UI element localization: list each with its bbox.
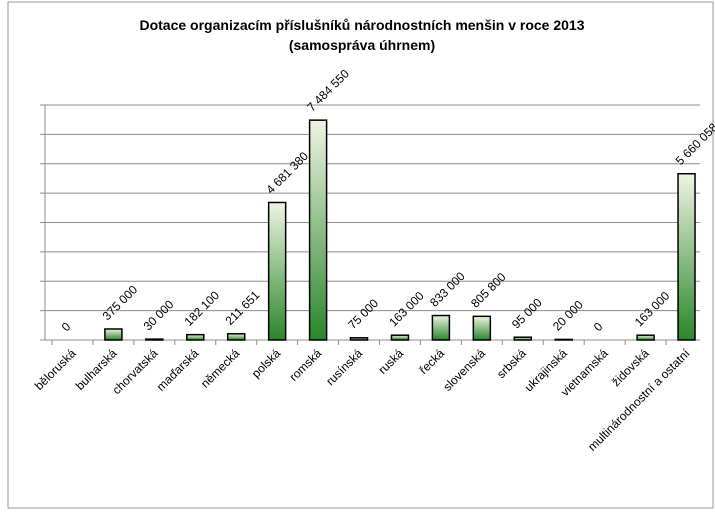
value-label: 7 484 550 (304, 66, 352, 114)
bar (390, 334, 410, 341)
bar (186, 333, 205, 341)
x-tick-label: slovenská (440, 346, 488, 394)
bar (513, 336, 533, 341)
value-label: 805 800 (468, 270, 509, 311)
bar (636, 334, 655, 341)
chart-border (7, 1, 714, 509)
bar (308, 119, 328, 341)
value-label: 95 000 (509, 295, 545, 331)
x-tick-label: německá (198, 346, 243, 391)
bar (431, 314, 451, 341)
value-label: 833 000 (427, 269, 468, 310)
x-tick-label: běloruská (32, 346, 79, 393)
chart-title: Dotace organizacím příslušníků národnost… (139, 17, 584, 33)
value-label: 163 000 (632, 289, 673, 330)
x-tick-label: řecká (416, 346, 447, 377)
value-label: 30 000 (141, 297, 177, 333)
value-label: 0 (591, 319, 606, 334)
x-tick-label: srbská (494, 346, 529, 381)
value-label: 75 000 (345, 296, 381, 332)
bar (226, 333, 246, 341)
bar (145, 338, 164, 341)
x-tick-label: maďarská (154, 346, 202, 394)
bar (349, 337, 369, 341)
value-label: 4 681 380 (263, 149, 311, 197)
value-label: 163 000 (386, 289, 427, 330)
value-label: 5 660 058 (673, 120, 715, 168)
bar (267, 201, 287, 341)
x-tick-label: rusínská (323, 346, 365, 388)
value-label: 20 000 (550, 297, 586, 333)
chart-subtitle: (samospráva úhrnem) (289, 37, 435, 53)
x-tick-label: romská (286, 346, 324, 384)
value-label: 0 (59, 319, 74, 334)
bar (554, 338, 573, 341)
x-tick-label: ruská (375, 346, 406, 377)
bar (472, 315, 492, 341)
bar (677, 172, 696, 341)
x-tick-label: chorvatská (110, 346, 161, 397)
value-label: 375 000 (100, 282, 141, 323)
bar (104, 328, 123, 341)
x-tick-label: polská (249, 346, 284, 381)
value-label: 211 651 (222, 288, 262, 328)
value-label: 182 100 (182, 288, 223, 329)
